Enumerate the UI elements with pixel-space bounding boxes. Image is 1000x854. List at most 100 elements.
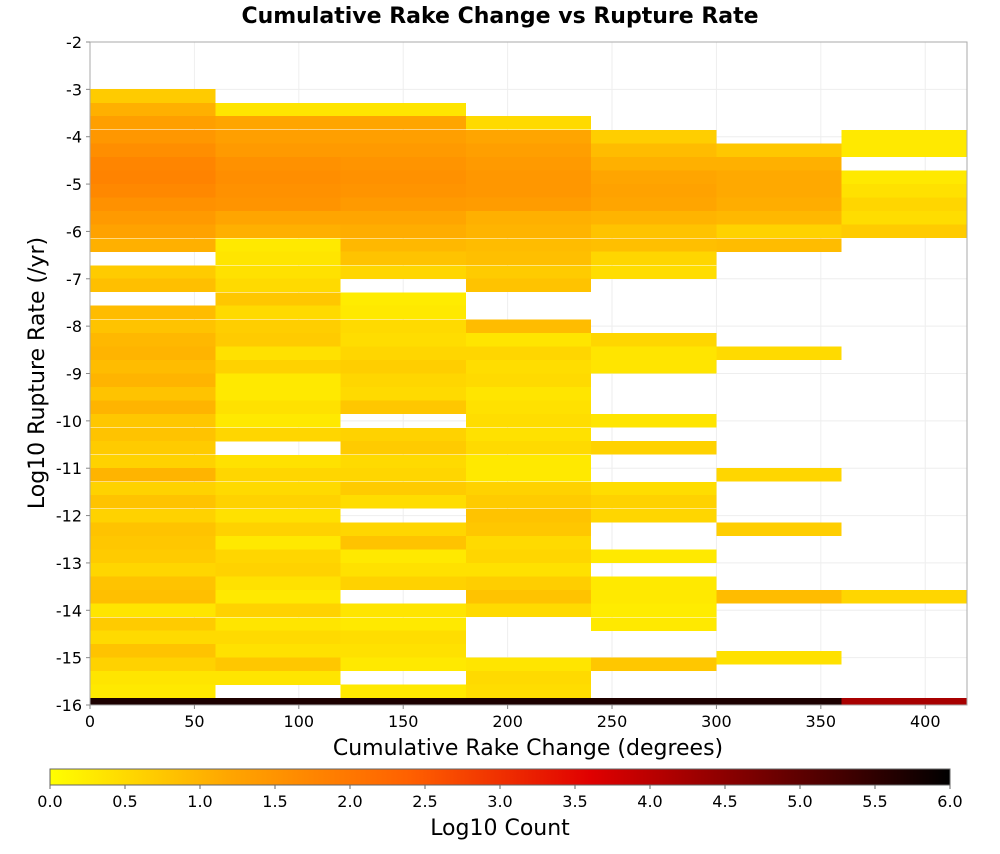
heatmap-cell [591,549,717,564]
heatmap-cell [591,197,717,212]
heatmap-cell [465,508,592,523]
colorbar-label: Log10 Count [430,816,570,841]
heatmap-cell [465,589,592,604]
heatmap-cell [591,589,717,604]
heatmap-cell [841,210,967,225]
y-tick-label: -15 [56,649,82,668]
heatmap-cell [90,278,216,293]
heatmap-cell [90,143,216,158]
heatmap-cell [465,333,592,347]
heatmap-cell [465,346,592,360]
heatmap-cell [465,116,592,130]
colorbar-tick-label: 5.0 [787,792,812,811]
heatmap-cell [90,156,216,171]
heatmap-cell [215,522,341,537]
heatmap-cell [465,373,592,387]
heatmap-cell [215,319,341,333]
heatmap-cell [465,427,592,442]
heatmap-cell [340,468,466,482]
heatmap-cell [215,549,341,564]
x-tick-label: 50 [184,712,204,731]
heatmap-cell [215,210,341,225]
y-tick-label: -4 [66,128,82,147]
heatmap-cell [90,495,216,509]
heatmap-cell [215,657,341,672]
heatmap-cell [215,454,341,469]
heatmap-cell [591,346,717,360]
heatmap-cell [90,644,216,658]
heatmap-cell [215,644,341,658]
heatmap-cell [215,333,341,347]
heatmap-cell [591,156,717,171]
heatmap-cell [215,170,341,185]
heatmap-cell [215,143,341,158]
heatmap-cell [340,116,466,130]
heatmap-cell [465,400,592,414]
heatmap-cell [340,630,466,645]
heatmap-cell [340,156,466,171]
heatmap-cell [215,265,341,279]
colorbar-tick-label: 6.0 [937,792,962,811]
heatmap-cell [465,197,592,212]
y-axis-ticks: -2 -3 -4 -5 -6 -7 -8 -9 -10 -11 -12 -13 -14 -15 -16 [56,33,90,715]
heatmap-cell [841,197,967,212]
heatmap-cell [90,414,216,428]
heatmap-cell [716,589,842,604]
heatmap-cell [465,495,592,509]
x-tick-label: 200 [492,712,523,731]
heatmap-cell [340,684,466,699]
heatmap-cell [340,387,466,401]
heatmap-cell [215,671,341,685]
heatmap-cell [841,224,967,239]
heatmap-cell [591,698,717,705]
heatmap-cell [465,156,592,171]
heatmap-cell [90,305,216,320]
heatmap-cell [340,129,466,144]
heatmap-cell [215,116,341,130]
heatmap-cell [90,630,216,645]
heatmap-cell [465,698,592,705]
heatmap-cell [90,360,216,374]
heatmap-cell [340,183,466,198]
heatmap-cell [90,319,216,333]
heatmap-cell [841,698,967,705]
y-tick-label: -16 [56,696,82,715]
heatmap-cell [465,562,592,577]
heatmap-cell [90,617,216,631]
heatmap-cell [340,251,466,266]
heatmap-cell [716,468,842,482]
heatmap-cell [591,265,717,279]
heatmap-cell [90,333,216,347]
colorbar-tick-label: 1.5 [262,792,287,811]
heatmap-cell [90,508,216,523]
colorbar-tick-label: 3.0 [487,792,512,811]
heatmap-cell [215,251,341,266]
heatmap-cell [465,549,592,564]
heatmap-cell [215,197,341,212]
heatmap-cell [591,495,717,509]
heatmap-cell [215,183,341,198]
heatmap-cell [215,102,341,117]
heatmap-cell [340,535,466,550]
heatmap-cell [465,129,592,144]
colorbar [49,768,951,786]
heatmap-cell [340,238,466,252]
heatmap-cell [591,224,717,239]
heatmap-cell [716,522,842,537]
heatmap-cell [591,657,717,672]
heatmap-cell [215,129,341,144]
y-tick-label: -12 [56,507,82,526]
heatmap-cell [90,89,216,103]
heatmap-cell [90,183,216,198]
y-tick-label: -5 [66,175,82,194]
heatmap-cell [340,319,466,333]
heatmap-cell [215,360,341,374]
heatmap-cell [340,400,466,414]
heatmap-cell [591,576,717,591]
heatmap-cell [591,333,717,347]
heatmap-cell [591,251,717,266]
heatmap-cell [716,698,842,705]
heatmap-cell [340,576,466,591]
heatmap-cell [465,143,592,158]
y-tick-label: -6 [66,222,82,241]
